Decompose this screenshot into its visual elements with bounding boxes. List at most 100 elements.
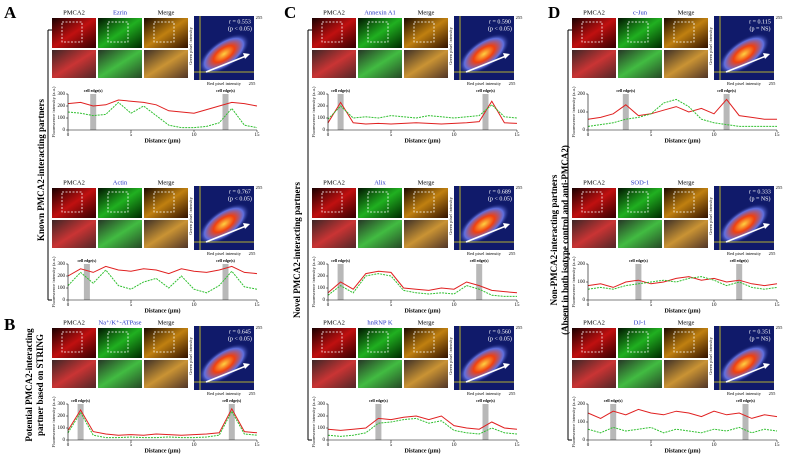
- image-label: c-Jun: [633, 9, 648, 16]
- image-label: PMCA2: [63, 179, 85, 186]
- x-tick-label: 5: [650, 303, 653, 308]
- x-tick-label: 15: [775, 303, 781, 308]
- x-tick-label: 0: [67, 303, 70, 308]
- micrograph: [312, 18, 356, 48]
- roi-box: [367, 331, 389, 353]
- scatter-y-label: Green pixel intensity: [448, 336, 453, 374]
- micrograph-zoom: [144, 220, 188, 248]
- r-value: r = 0.767: [229, 189, 251, 195]
- green-trace: [587, 98, 777, 127]
- scatter-tick: 255: [256, 185, 264, 190]
- micrograph: [144, 188, 188, 218]
- image-label: PMCA2: [323, 9, 345, 16]
- x-axis-label: Distance (μm): [405, 307, 441, 314]
- y-tick-label: 100: [318, 426, 326, 431]
- cell-edge-label: cell edge(s): [78, 258, 97, 263]
- x-tick-label: 0: [67, 443, 70, 448]
- cell-edge-band: [337, 94, 344, 130]
- cell-edge-band: [482, 404, 489, 440]
- scatter-x-label: Red pixel intensity: [207, 81, 242, 86]
- roi-box: [321, 191, 343, 213]
- roi-box: [61, 331, 83, 353]
- image-label: PMCA2: [63, 9, 85, 16]
- p-value: (p < 0.05): [228, 25, 252, 32]
- micrograph: [52, 328, 96, 358]
- scatter-tick: 255: [256, 325, 264, 330]
- y-tick-label: 200: [318, 274, 326, 279]
- r-value: r = 0.333: [749, 189, 771, 195]
- roi-box: [61, 21, 83, 43]
- image-label: PMCA2: [323, 179, 345, 186]
- micrograph: [618, 18, 662, 48]
- scatter-x-label: Red pixel intensity: [467, 251, 502, 256]
- x-tick-label: 5: [650, 443, 653, 448]
- roi-box: [107, 21, 129, 43]
- micrograph-zoom: [664, 220, 708, 248]
- x-axis-label: Distance (μm): [405, 447, 441, 454]
- y-tick-label: 300: [58, 262, 66, 267]
- y-tick-label: 300: [318, 262, 326, 267]
- micrograph-zoom: [98, 360, 142, 388]
- scatter-cloud: [458, 33, 510, 75]
- scatter-x-label: Red pixel intensity: [207, 391, 242, 396]
- roi-box: [581, 21, 603, 43]
- micrograph: [144, 18, 188, 48]
- scatter-tick: 255: [776, 15, 784, 20]
- micrograph-zoom: [312, 220, 356, 248]
- image-label: Merge: [158, 319, 175, 326]
- cell-edge-label: cell edge(s): [470, 258, 489, 263]
- image-label: Na⁺/K⁺-ATPase: [99, 319, 142, 326]
- y-tick-label: 100: [318, 116, 326, 121]
- micrograph: [404, 188, 448, 218]
- y-axis-label: Fluorescence intensity (a.u.): [51, 256, 56, 307]
- green-trace: [327, 417, 518, 437]
- arrow-head: [243, 53, 250, 59]
- y-tick-label: 300: [318, 402, 326, 407]
- micrograph-zoom: [144, 360, 188, 388]
- micrograph: [572, 328, 616, 358]
- cell-edge-band: [723, 94, 730, 130]
- scatter-cloud: [718, 33, 770, 75]
- micrograph-zoom: [52, 360, 96, 388]
- micrograph-zoom: [144, 50, 188, 78]
- cell-edge-band: [622, 94, 629, 130]
- green-trace: [67, 410, 258, 439]
- x-tick-label: 15: [775, 443, 781, 448]
- x-tick-label: 10: [192, 443, 198, 448]
- scatter-cloud: [718, 343, 770, 385]
- micrograph-zoom: [664, 360, 708, 388]
- scatter-cloud: [198, 203, 250, 245]
- image-label: SOD-1: [631, 179, 649, 186]
- side-label: partner based on STRING: [35, 334, 45, 436]
- cell-edge-label: cell edge(s): [476, 398, 495, 403]
- x-axis-label: Distance (μm): [405, 137, 441, 144]
- y-tick-label: 300: [58, 92, 66, 97]
- arrow-head: [243, 223, 250, 229]
- micrograph-zoom: [572, 220, 616, 248]
- micrograph: [358, 18, 402, 48]
- x-tick-label: 10: [452, 133, 458, 138]
- roi-box: [153, 21, 175, 43]
- scatter-y-label: Green pixel intensity: [448, 196, 453, 234]
- cell-edge-label: cell edge(s): [369, 398, 388, 403]
- side-label: Known PMCA2-interacting partners: [36, 99, 46, 241]
- cell-edge-band: [77, 404, 84, 440]
- y-tick-label: 100: [578, 110, 586, 115]
- micrograph: [312, 328, 356, 358]
- cell-edge-label: cell edge(s): [717, 88, 736, 93]
- micrograph-zoom: [52, 50, 96, 78]
- micrograph-zoom: [404, 50, 448, 78]
- micrograph-zoom: [358, 50, 402, 78]
- cell-edge-band: [610, 404, 617, 440]
- cell-edge-label: cell edge(s): [476, 88, 495, 93]
- x-tick-label: 15: [775, 133, 781, 138]
- micrograph-zoom: [312, 50, 356, 78]
- r-value: r = 0.560: [489, 329, 511, 335]
- micrograph-zoom: [618, 360, 662, 388]
- y-axis-label: Fluorescence intensity (a.u.): [571, 256, 576, 307]
- roi-box: [367, 191, 389, 213]
- arrow-head: [763, 363, 770, 369]
- cell-edge-label: cell edge(s): [629, 258, 648, 263]
- arrow: [465, 55, 507, 73]
- cell-edge-band: [228, 404, 235, 440]
